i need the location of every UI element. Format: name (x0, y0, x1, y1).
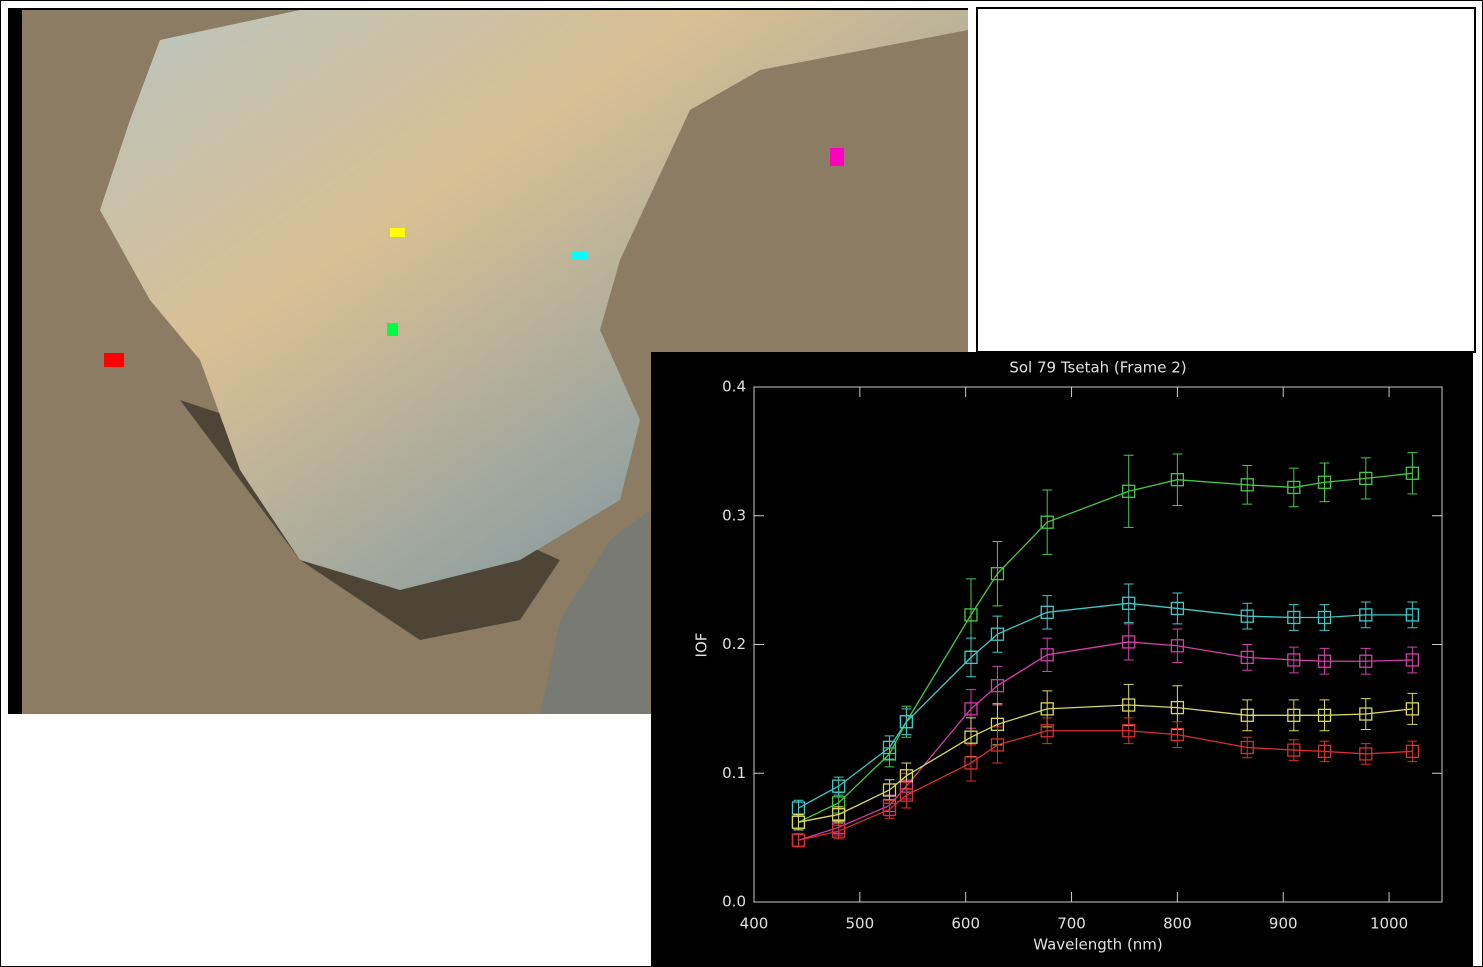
roi-marker (104, 353, 124, 367)
page: {"chart_data": {"type": "line", "title":… (0, 0, 1483, 967)
x-tick-label: 400 (740, 915, 769, 933)
x-tick-label: 600 (951, 915, 980, 933)
y-tick-label: 0.1 (722, 764, 746, 782)
x-tick-label: 900 (1269, 915, 1298, 933)
chart-panel (651, 352, 1473, 967)
y-tick-label: 0.3 (722, 506, 746, 524)
y-tick-label: 0.2 (722, 635, 746, 653)
x-tick-label: 700 (1057, 915, 1086, 933)
chart-title: Sol 79 Tsetah (Frame 2) (1009, 359, 1186, 377)
roi-marker (572, 252, 588, 260)
roi-marker (830, 148, 844, 166)
x-axis-label: Wavelength (nm) (1033, 936, 1163, 954)
x-tick-label: 1000 (1370, 915, 1408, 933)
y-tick-label: 0.4 (722, 378, 746, 396)
roi-marker (387, 323, 398, 336)
roi-marker (390, 228, 405, 237)
x-tick-label: 500 (846, 915, 875, 933)
y-axis-label: IOF (693, 633, 711, 658)
blank-panel (977, 8, 1475, 352)
x-tick-label: 800 (1163, 915, 1192, 933)
y-tick-label: 0.0 (722, 893, 746, 911)
figure: Sol 79 Tsetah (Frame 2) Wavelength (nm) … (0, 0, 1483, 967)
